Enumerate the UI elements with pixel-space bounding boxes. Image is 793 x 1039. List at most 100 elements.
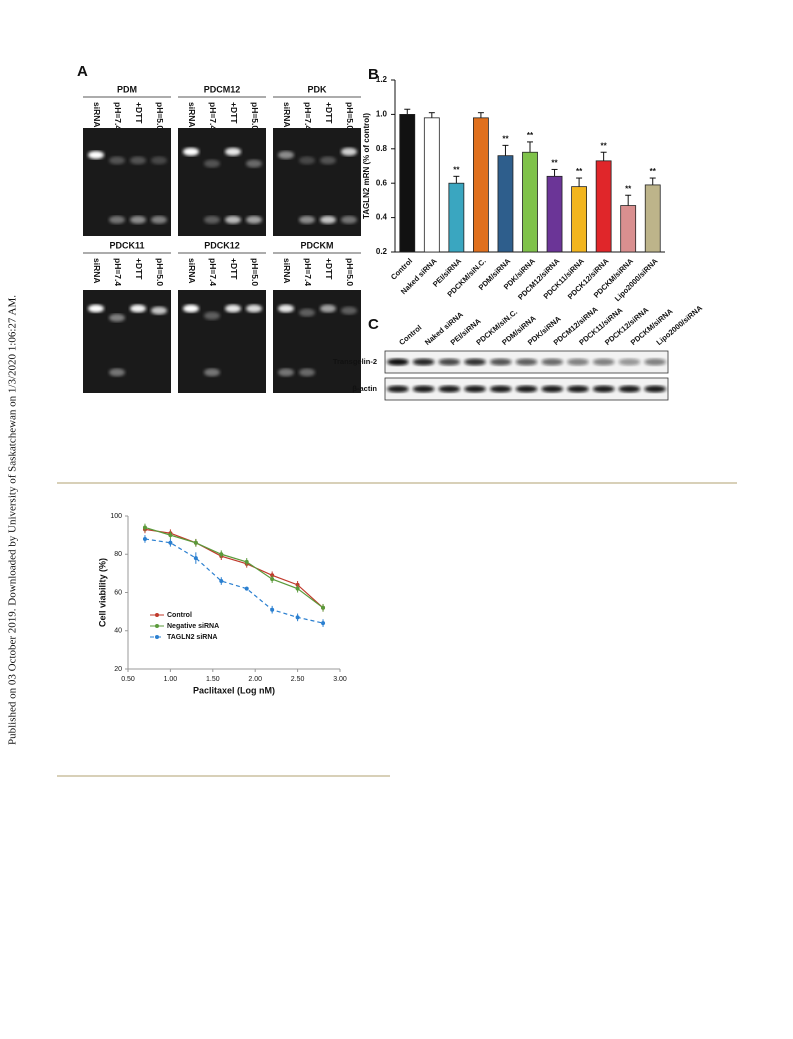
blot-band	[567, 358, 589, 366]
bar	[473, 117, 489, 253]
point	[142, 525, 147, 530]
y-tick-label: 0.8	[376, 144, 388, 153]
gel-band	[246, 304, 262, 313]
legend-marker	[155, 613, 159, 617]
significance: **	[527, 131, 534, 140]
gel-band	[130, 215, 146, 224]
y-tick-label: 80	[114, 551, 122, 558]
row-label: β-actin	[352, 384, 377, 393]
legend-label: Control	[167, 612, 192, 619]
gel-band	[88, 304, 104, 313]
blot-band	[567, 385, 589, 393]
row-label: Transgelin-2	[333, 357, 377, 366]
gel-band	[204, 215, 220, 224]
y-axis-label: Cell viability (%)	[97, 558, 107, 627]
blot-band	[515, 358, 538, 366]
y-tick-label: 0.2	[376, 247, 388, 256]
gel-band	[246, 159, 262, 168]
y-tick-label: 0.4	[376, 213, 388, 222]
lane-label: pH=5.0	[345, 258, 355, 286]
lane-label: +DTT	[324, 102, 334, 124]
lane-label: pH=5.0	[250, 102, 260, 130]
lane-label: siRNA	[187, 258, 197, 284]
gel-band	[299, 308, 315, 317]
significance: **	[625, 184, 632, 193]
gel-band	[109, 313, 125, 322]
point	[193, 556, 198, 561]
lane-label: siRNA	[282, 102, 292, 128]
gel-band	[204, 368, 220, 377]
x-tick-label: Lipo2000/siRNA	[613, 256, 660, 303]
bar	[522, 151, 538, 253]
gel-band	[320, 304, 336, 313]
blot-band	[644, 385, 666, 393]
significance: **	[551, 159, 558, 168]
bar	[399, 114, 416, 253]
blot-band	[489, 385, 512, 393]
gel-band	[246, 215, 262, 224]
panel-label: A	[77, 63, 88, 80]
bar	[423, 117, 440, 253]
series-line	[144, 526, 324, 609]
legend-label: TAGLN2 siRNA	[167, 634, 217, 641]
significance: **	[453, 165, 460, 174]
lane-label: +DTT	[134, 258, 144, 280]
gel-band	[341, 306, 357, 315]
gel-band	[88, 151, 104, 159]
blot-band	[464, 358, 486, 366]
bar	[448, 182, 465, 253]
blot-band	[438, 385, 461, 393]
y-axis-label: TAGLN2 mRN (% of control)	[362, 113, 371, 219]
y-tick-label: 20	[114, 666, 122, 673]
gel-band	[278, 304, 294, 313]
x-tick-label: 2.50	[291, 676, 305, 683]
blot-band	[618, 385, 641, 393]
gel-title: PDM	[117, 84, 137, 94]
gel-band	[299, 215, 315, 224]
significance: **	[650, 167, 657, 176]
gel-band	[204, 311, 220, 320]
blot-band	[387, 385, 409, 393]
x-tick-label: 1.50	[206, 676, 220, 683]
lane-label: siRNA	[282, 258, 292, 284]
point	[244, 559, 249, 564]
gel-title: PDCM12	[204, 84, 241, 94]
lane-label: +DTT	[229, 102, 239, 124]
bar	[644, 184, 661, 253]
x-axis-label: Paclitaxel (Log nM)	[193, 685, 275, 695]
lane-label: Control	[397, 323, 423, 347]
bar	[571, 186, 587, 253]
blot-band	[489, 358, 512, 366]
point	[168, 540, 173, 545]
y-tick-label: 40	[114, 628, 122, 635]
gel-title: PDCK11	[109, 240, 144, 250]
blot-band	[412, 385, 435, 393]
gel-band	[109, 215, 125, 224]
lane-label: pH=7.4	[303, 258, 313, 286]
lane-label: pH=7.4	[303, 102, 313, 130]
significance: **	[502, 134, 509, 143]
gel-band	[109, 156, 125, 165]
point	[219, 552, 224, 557]
gel-band	[151, 156, 167, 165]
gel-band	[341, 215, 357, 224]
blot-band	[541, 385, 564, 393]
gel-band	[151, 306, 167, 315]
lane-label: siRNA	[92, 258, 102, 284]
panel-label: B	[368, 66, 379, 83]
panel-label: C	[368, 316, 379, 333]
lane-label: +DTT	[229, 258, 239, 280]
lane-label: +DTT	[134, 102, 144, 124]
lane-label: Lipo2000/siRNA	[654, 303, 704, 347]
gel-band	[320, 156, 336, 165]
blot-band	[592, 385, 615, 393]
sidebar-note: Published on 03 October 2019. Downloaded…	[7, 295, 19, 745]
blot-band	[618, 358, 641, 366]
series-line	[144, 528, 324, 609]
point	[321, 621, 326, 626]
gel-band	[109, 368, 125, 377]
y-tick-label: 1.2	[376, 75, 388, 84]
point	[295, 586, 300, 591]
point	[321, 605, 326, 610]
